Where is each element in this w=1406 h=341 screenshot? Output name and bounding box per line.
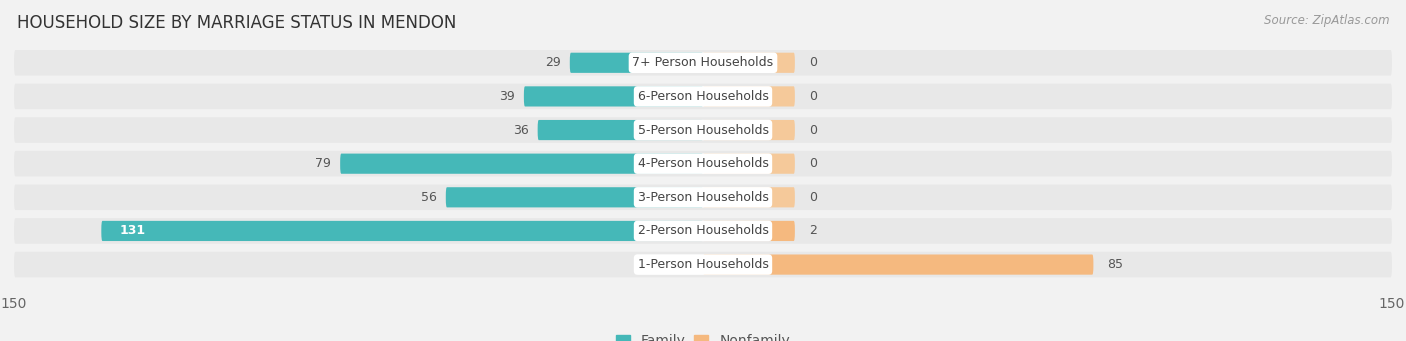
- FancyBboxPatch shape: [703, 221, 794, 241]
- FancyBboxPatch shape: [14, 117, 1392, 143]
- FancyBboxPatch shape: [703, 153, 794, 174]
- Text: 36: 36: [513, 123, 529, 136]
- FancyBboxPatch shape: [703, 86, 794, 106]
- Text: 131: 131: [120, 224, 146, 237]
- Text: 79: 79: [315, 157, 330, 170]
- FancyBboxPatch shape: [703, 187, 794, 207]
- Text: 2-Person Households: 2-Person Households: [637, 224, 769, 237]
- Text: 56: 56: [420, 191, 437, 204]
- Text: HOUSEHOLD SIZE BY MARRIAGE STATUS IN MENDON: HOUSEHOLD SIZE BY MARRIAGE STATUS IN MEN…: [17, 14, 456, 32]
- Text: 5-Person Households: 5-Person Households: [637, 123, 769, 136]
- FancyBboxPatch shape: [14, 252, 1392, 277]
- FancyBboxPatch shape: [446, 187, 703, 207]
- FancyBboxPatch shape: [14, 184, 1392, 210]
- FancyBboxPatch shape: [14, 50, 1392, 76]
- Text: 0: 0: [808, 123, 817, 136]
- FancyBboxPatch shape: [703, 53, 794, 73]
- FancyBboxPatch shape: [703, 254, 1094, 275]
- FancyBboxPatch shape: [101, 221, 703, 241]
- Text: 2: 2: [808, 224, 817, 237]
- Text: 29: 29: [546, 56, 561, 69]
- Text: 39: 39: [499, 90, 515, 103]
- FancyBboxPatch shape: [340, 153, 703, 174]
- FancyBboxPatch shape: [14, 218, 1392, 244]
- Legend: Family, Nonfamily: Family, Nonfamily: [616, 334, 790, 341]
- Text: Source: ZipAtlas.com: Source: ZipAtlas.com: [1264, 14, 1389, 27]
- FancyBboxPatch shape: [537, 120, 703, 140]
- Text: 3-Person Households: 3-Person Households: [637, 191, 769, 204]
- Text: 6-Person Households: 6-Person Households: [637, 90, 769, 103]
- Text: 0: 0: [808, 56, 817, 69]
- Text: 7+ Person Households: 7+ Person Households: [633, 56, 773, 69]
- Text: 1-Person Households: 1-Person Households: [637, 258, 769, 271]
- FancyBboxPatch shape: [524, 86, 703, 106]
- FancyBboxPatch shape: [703, 120, 794, 140]
- Text: 85: 85: [1107, 258, 1123, 271]
- Text: 0: 0: [808, 90, 817, 103]
- FancyBboxPatch shape: [14, 84, 1392, 109]
- FancyBboxPatch shape: [14, 151, 1392, 176]
- Text: 4-Person Households: 4-Person Households: [637, 157, 769, 170]
- FancyBboxPatch shape: [569, 53, 703, 73]
- Text: 0: 0: [808, 157, 817, 170]
- Text: 0: 0: [808, 191, 817, 204]
